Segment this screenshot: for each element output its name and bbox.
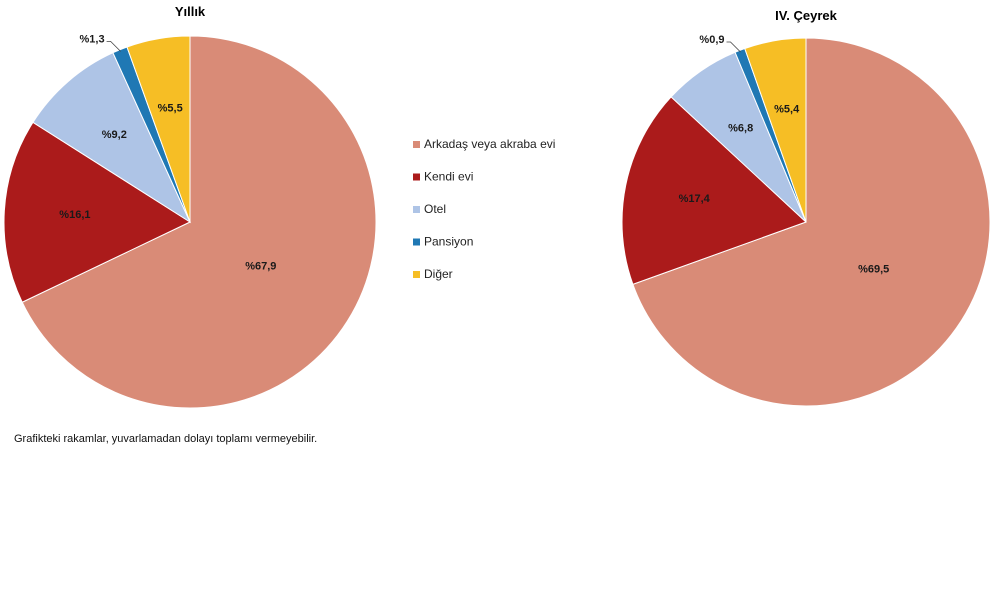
- leader-line: [726, 41, 741, 53]
- slice-label: %69,5: [858, 264, 889, 276]
- slice-label: %9,2: [102, 129, 127, 141]
- pie-slice: [744, 37, 807, 223]
- slice-label: %0,9: [699, 34, 724, 46]
- legend-label: Kendi evi: [424, 170, 473, 184]
- slice-label: %17,4: [679, 193, 711, 205]
- pie-slice: [32, 52, 192, 224]
- pie-slice: [21, 35, 377, 409]
- pie-chart-annual: %67,9 %16,1 %9,2 %1,3 %5,5: [3, 33, 377, 409]
- pie-title-q4: IV. Çeyrek: [775, 8, 837, 23]
- pie-slice: [621, 96, 807, 285]
- legend-label: Otel: [424, 202, 446, 216]
- legend-swatch: [413, 173, 420, 181]
- pie-slice: [126, 35, 191, 223]
- legend-swatch: [413, 141, 420, 148]
- slice-label: %67,9: [245, 261, 276, 273]
- legend-swatch: [413, 238, 420, 246]
- legend: Arkadaş veya akraba evi Kendi evi Otel Pans…: [413, 137, 555, 281]
- slice-label: %6,8: [728, 122, 753, 134]
- legend-label: Diğer: [424, 267, 453, 281]
- pie-slice: [3, 121, 192, 303]
- slice-label: %5,5: [158, 102, 183, 114]
- pie-slice: [632, 37, 991, 407]
- slice-label: %5,4: [774, 104, 800, 116]
- legend-label: Pansiyon: [424, 235, 473, 249]
- legend-swatch: [413, 271, 420, 278]
- footnote: Grafikteki rakamlar, yuvarlamadan dolayı…: [14, 433, 317, 445]
- slice-label: %1,3: [80, 33, 105, 45]
- leader-line: [106, 41, 121, 52]
- legend-swatch: [413, 206, 420, 213]
- slice-label: %16,1: [59, 209, 90, 221]
- legend-label: Arkadaş veya akraba evi: [424, 137, 555, 151]
- pie-title-annual: Yıllık: [175, 4, 206, 19]
- pie-chart-q4: %69,5 %17,4 %6,8 %0,9 %5,4: [621, 34, 991, 407]
